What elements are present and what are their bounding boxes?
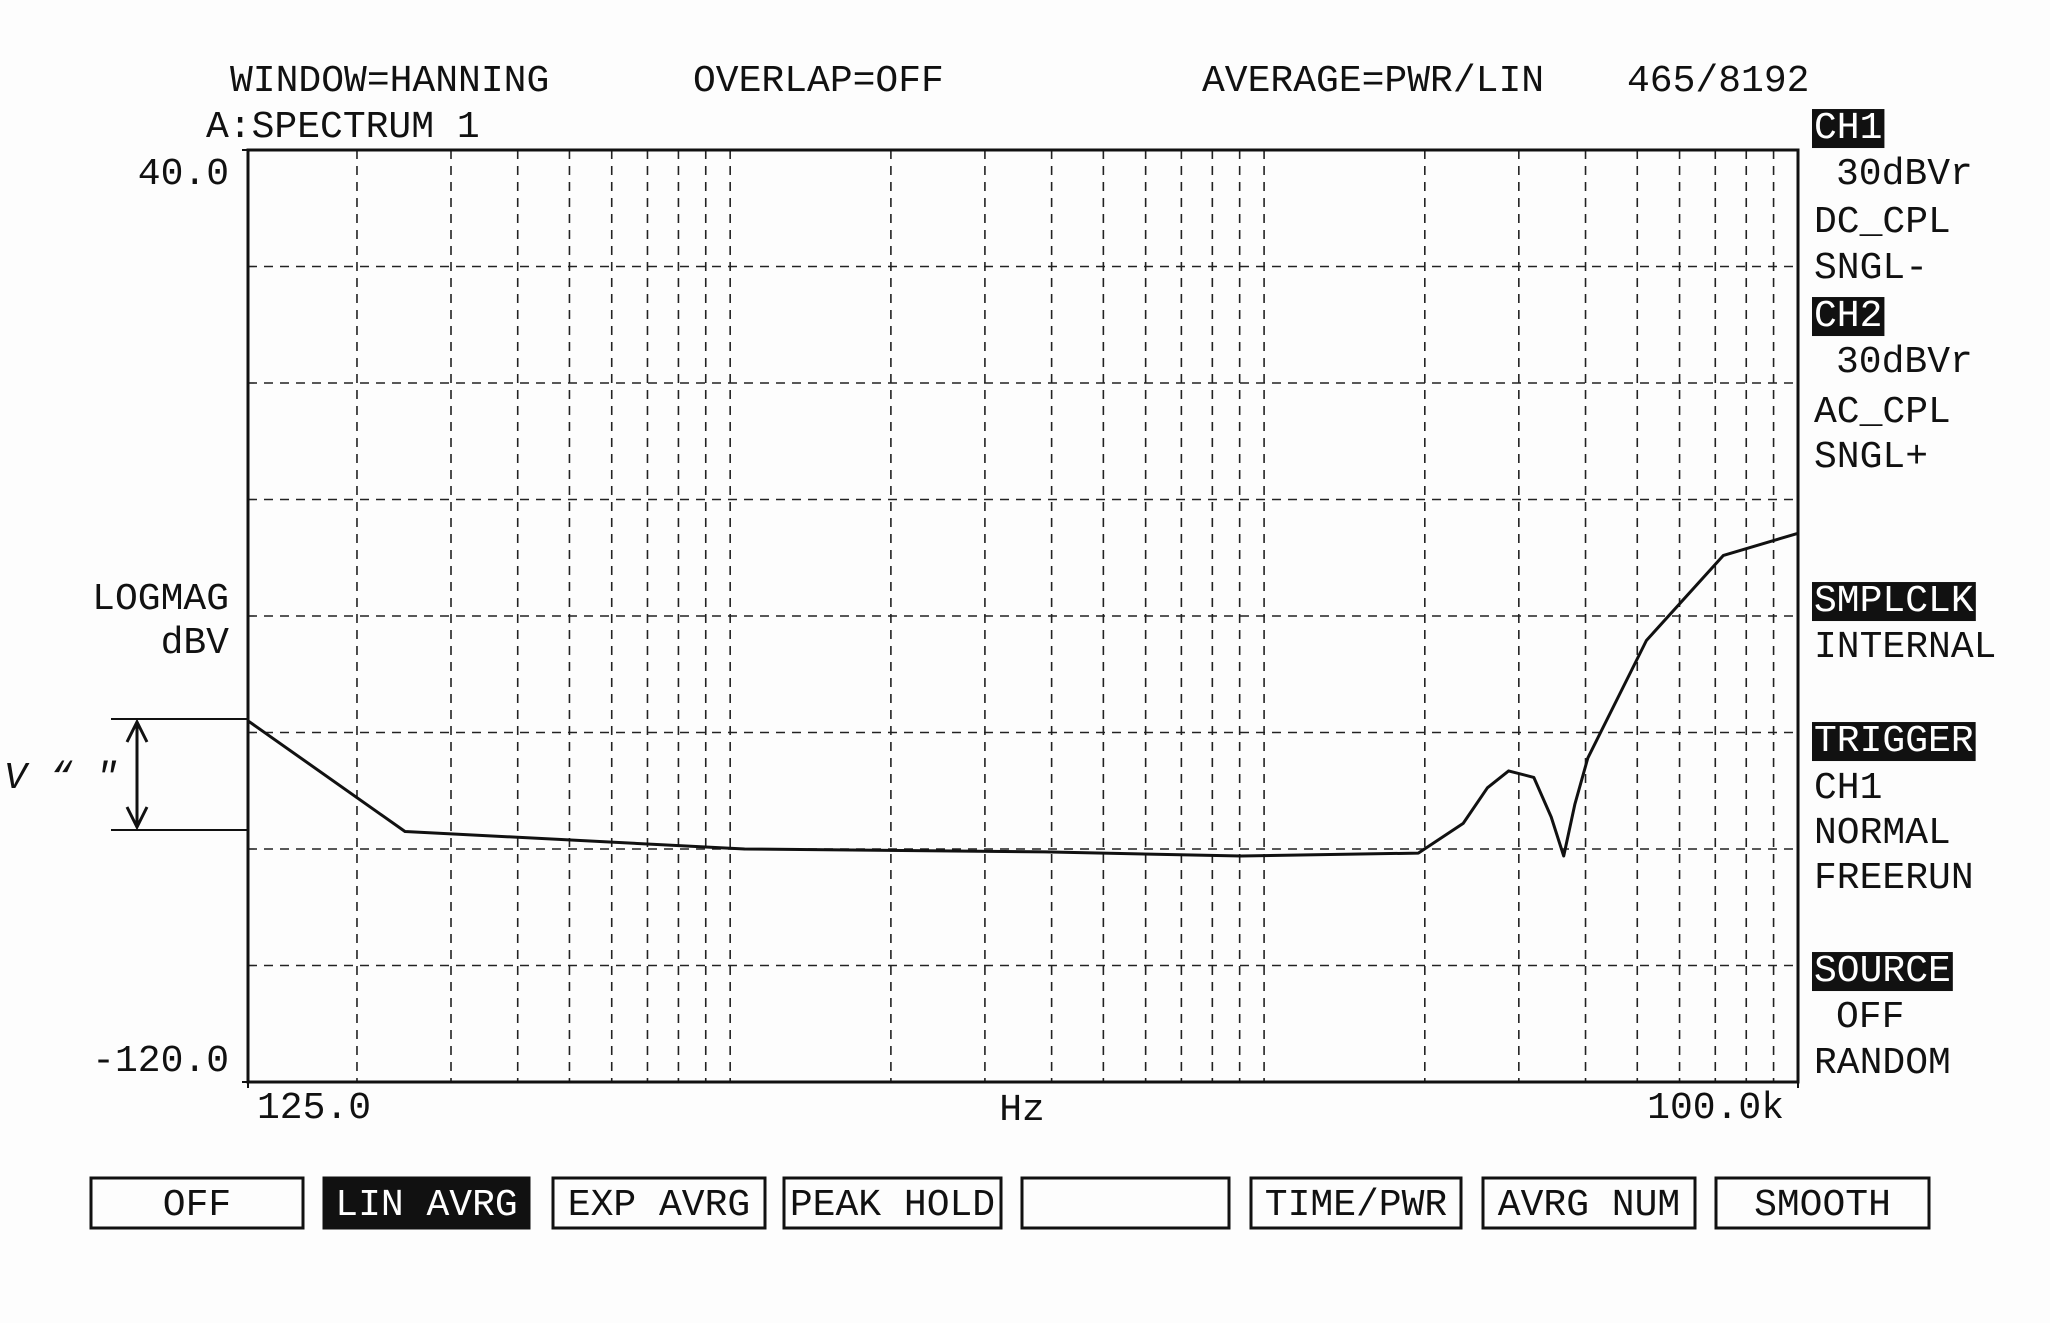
button[interactable] [551, 1176, 767, 1230]
header-text: 465/8192 [1627, 60, 1809, 103]
panel-text: RANDOM [1814, 1042, 1951, 1085]
panel-item: SMPLCLK [1812, 580, 1976, 623]
panel-text: OFF [1836, 996, 1904, 1039]
panel-item: TRIGGER [1812, 720, 1976, 763]
button[interactable] [322, 1176, 531, 1230]
y-axis-label: dBV [161, 622, 230, 665]
panel-text: CH1 [1814, 107, 1882, 150]
panel-text: CH1 [1814, 767, 1882, 810]
panel-highlight [1812, 952, 1953, 992]
panel-text: 30dBVr [1836, 341, 1973, 384]
button-label: SMOOTH [1754, 1184, 1891, 1227]
panel-item: CH1 [1812, 107, 1885, 150]
x-tick-label: 125.0 [257, 1087, 371, 1130]
panel-item: OFF [1836, 996, 1904, 1039]
annotation-arrowhead [125, 718, 149, 831]
header-text: WINDOW=HANNING [230, 60, 549, 103]
panel-item: CH1 [1814, 767, 1882, 810]
panel-highlight [1812, 297, 1885, 337]
panel-text: SNGL+ [1814, 436, 1928, 479]
panel-highlight [1812, 109, 1885, 149]
panel-text: FREERUN [1814, 857, 1974, 900]
panel-text: 30dBVr [1836, 153, 1973, 196]
button-label: EXP AVRG [568, 1184, 750, 1227]
panel-item: FREERUN [1814, 857, 1974, 900]
panel-text: TRIGGER [1814, 720, 1974, 763]
y-tick-label: 40.0 [138, 153, 229, 196]
panel-text: INTERNAL [1814, 626, 1996, 669]
button-label: AVRG NUM [1498, 1184, 1680, 1227]
button[interactable] [782, 1176, 1003, 1230]
panel-item: SNGL- [1814, 247, 1928, 290]
panel-highlight [1812, 582, 1976, 622]
header-text: AVERAGE=PWR/LIN [1202, 60, 1544, 103]
panel-text: DC_CPL [1814, 201, 1951, 244]
panel-item: DC_CPL [1814, 201, 1951, 244]
panel-text: NORMAL [1814, 812, 1951, 855]
panel-item: 30dBVr [1836, 341, 1973, 384]
button[interactable] [1249, 1176, 1463, 1230]
x-axis-label: Hz [999, 1089, 1045, 1132]
button-label: OFF [163, 1184, 231, 1227]
panel-item: 30dBVr [1836, 153, 1973, 196]
panel-text: SOURCE [1814, 950, 1951, 993]
panel-text: SNGL- [1814, 247, 1928, 290]
button-label: TIME/PWR [1265, 1184, 1447, 1227]
button[interactable] [1020, 1176, 1231, 1230]
button[interactable] [1481, 1176, 1697, 1230]
button-label: PEAK HOLD [790, 1184, 995, 1227]
panel-item: NORMAL [1814, 812, 1951, 855]
panel-item: SOURCE [1812, 950, 1953, 993]
panel-item: AC_CPL [1814, 391, 1951, 434]
annotation: V “ ″ [4, 757, 118, 800]
button-label: LIN AVRG [335, 1184, 517, 1227]
y-tick-label: -120.0 [92, 1040, 229, 1083]
x-tick-label: 100.0k [1647, 1087, 1784, 1130]
panel-item: SNGL+ [1814, 436, 1928, 479]
header-text: OVERLAP=OFF [693, 60, 944, 103]
panel-item: INTERNAL [1814, 626, 1996, 669]
panel-text: SMPLCLK [1814, 580, 1974, 623]
header-text: A:SPECTRUM 1 [206, 106, 480, 149]
button[interactable] [89, 1176, 305, 1230]
panel-text: AC_CPL [1814, 391, 1951, 434]
plot-frame [246, 148, 1800, 1084]
spectrum-line [247, 531, 1799, 858]
y-axis-label: LOGMAG [92, 578, 229, 621]
panel-item: RANDOM [1814, 1042, 1951, 1085]
button[interactable] [1714, 1176, 1931, 1230]
panel-highlight [1812, 722, 1976, 762]
panel-text: CH2 [1814, 295, 1882, 338]
panel-item: CH2 [1812, 295, 1885, 338]
